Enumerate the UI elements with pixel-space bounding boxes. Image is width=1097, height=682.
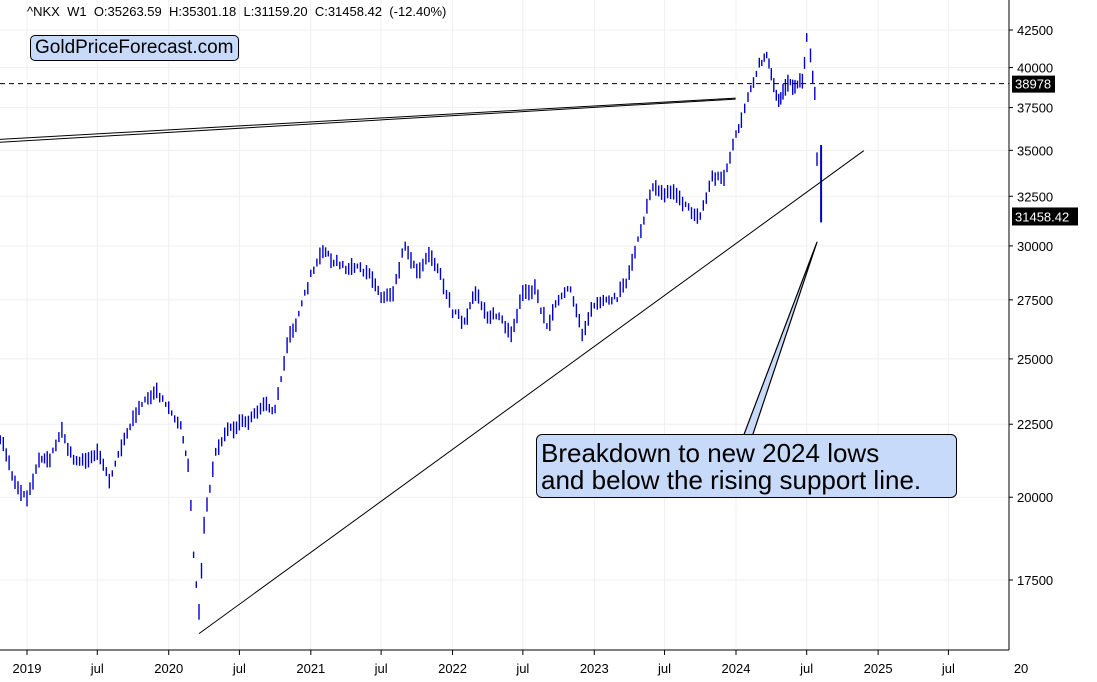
high-value: H:35301.18 <box>169 4 237 19</box>
x-tick-label: 2020 <box>154 661 183 676</box>
callout-line-1: Breakdown to new 2024 lows <box>541 438 880 468</box>
y-tick-label: 20000 <box>1017 490 1053 505</box>
chart-axes: 17500 20000 22500 25000 27500 30000 32500 35000… <box>0 0 1078 676</box>
x-tick-label: 2019 <box>13 661 42 676</box>
chart-header: ^NKX W1 O:35263.59 H:35301.18 L:31159.20… <box>27 4 446 19</box>
x-tick-label: 2023 <box>580 661 609 676</box>
last-price-box <box>1012 207 1078 226</box>
x-tick-label: 2024 <box>722 661 751 676</box>
support-line <box>198 150 865 635</box>
callout-pointer <box>742 241 818 438</box>
x-tick-label: 20 <box>1014 661 1028 676</box>
y-tick-label: 40000 <box>1017 61 1053 76</box>
y-tick-label: 22500 <box>1017 417 1053 432</box>
open-value: O:35263.59 <box>93 4 162 19</box>
price-bars <box>0 33 823 620</box>
x-tick-label: 2022 <box>438 661 467 676</box>
chart-grid <box>0 0 1009 650</box>
y-tick-label: 27500 <box>1017 293 1053 308</box>
x-tick-label: 2025 <box>864 661 893 676</box>
y-tick-label: 42500 <box>1017 23 1053 38</box>
y-tick-label: 17500 <box>1017 573 1053 588</box>
change-value: (-12.40%) <box>389 4 447 19</box>
low-value: L:31159.20 <box>243 4 308 19</box>
x-tick-label: jul <box>941 661 955 676</box>
annotation-callout: Breakdown to new 2024 lows and below the… <box>536 434 957 498</box>
x-tick-label: 2021 <box>296 661 325 676</box>
y-tick-label: 25000 <box>1017 352 1053 367</box>
resistance-line-2 <box>0 98 736 143</box>
x-tick-label: jul <box>374 661 388 676</box>
level-label-box <box>1012 75 1055 93</box>
callout-line-2: and below the rising support line. <box>541 465 922 495</box>
x-tick-label: jul <box>799 661 813 676</box>
symbol: ^NKX <box>27 4 60 19</box>
trend-lines <box>0 83 1009 635</box>
x-tick-label: jul <box>515 661 529 676</box>
x-tick-label: jul <box>232 661 246 676</box>
y-tick-label: 30000 <box>1017 239 1053 254</box>
close-value: C:31458.42 <box>314 4 383 19</box>
x-tick-label: jul <box>90 661 104 676</box>
y-tick-label: 35000 <box>1017 143 1053 158</box>
last-price-label: 31458.42 <box>1015 209 1069 224</box>
y-tick-label: 32500 <box>1017 189 1053 204</box>
site-logo: GoldPriceForecast.com <box>30 35 239 61</box>
level-label: 38978 <box>1015 77 1051 92</box>
resistance-line <box>0 97 736 140</box>
y-tick-label: 37500 <box>1017 101 1053 116</box>
x-tick-label: jul <box>657 661 671 676</box>
interval: W1 <box>67 4 87 19</box>
